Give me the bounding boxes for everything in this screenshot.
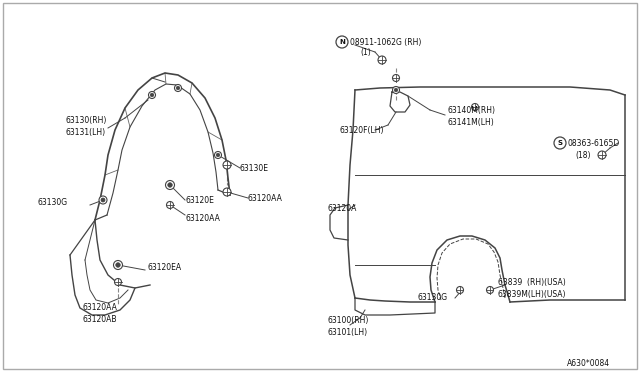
Circle shape (168, 183, 172, 187)
Text: 63131(LH): 63131(LH) (65, 128, 105, 137)
Text: 63141M(LH): 63141M(LH) (448, 118, 495, 126)
Circle shape (336, 36, 348, 48)
Text: 63130G: 63130G (418, 294, 448, 302)
Text: 63839  (RH)(USA): 63839 (RH)(USA) (498, 279, 566, 288)
Circle shape (166, 180, 175, 189)
Circle shape (116, 263, 120, 267)
Circle shape (223, 188, 231, 196)
Circle shape (392, 87, 399, 93)
Circle shape (378, 56, 386, 64)
Text: 63120F(LH): 63120F(LH) (340, 125, 385, 135)
Circle shape (392, 74, 399, 81)
Circle shape (486, 286, 493, 294)
Text: N: N (339, 39, 345, 45)
Text: 63130E: 63130E (240, 164, 269, 173)
Circle shape (394, 88, 397, 92)
Circle shape (113, 260, 122, 269)
Text: 63120AA: 63120AA (248, 193, 283, 202)
Circle shape (456, 286, 463, 294)
Text: 63130G: 63130G (37, 198, 67, 206)
Text: 63100(RH): 63100(RH) (328, 315, 369, 324)
Circle shape (214, 151, 221, 158)
Text: 63120AB: 63120AB (82, 315, 116, 324)
Circle shape (166, 202, 173, 208)
Text: 08363-6165D: 08363-6165D (568, 138, 620, 148)
Circle shape (150, 93, 154, 97)
Text: 08911-1062G (RH): 08911-1062G (RH) (350, 38, 421, 46)
Circle shape (176, 86, 180, 90)
Circle shape (115, 279, 122, 285)
Text: 63839M(LH)(USA): 63839M(LH)(USA) (498, 291, 566, 299)
Text: 63101(LH): 63101(LH) (328, 327, 368, 337)
Circle shape (472, 103, 479, 110)
Circle shape (148, 92, 156, 99)
Text: A630*0084: A630*0084 (567, 359, 610, 368)
Text: 63120AA: 63120AA (82, 304, 117, 312)
Text: (18): (18) (575, 151, 591, 160)
Text: S: S (557, 140, 563, 146)
Circle shape (216, 153, 220, 157)
Circle shape (554, 137, 566, 149)
Text: 63120AA: 63120AA (186, 214, 221, 222)
Text: 63120EA: 63120EA (148, 263, 182, 273)
Circle shape (223, 161, 231, 169)
Text: 63140M(RH): 63140M(RH) (448, 106, 496, 115)
Text: (1): (1) (360, 48, 371, 57)
Text: 63120E: 63120E (186, 196, 215, 205)
Circle shape (598, 151, 606, 159)
Circle shape (175, 84, 182, 92)
Text: 63130(RH): 63130(RH) (65, 115, 106, 125)
Circle shape (101, 198, 105, 202)
Text: 63120A: 63120A (328, 203, 357, 212)
Circle shape (99, 196, 107, 204)
